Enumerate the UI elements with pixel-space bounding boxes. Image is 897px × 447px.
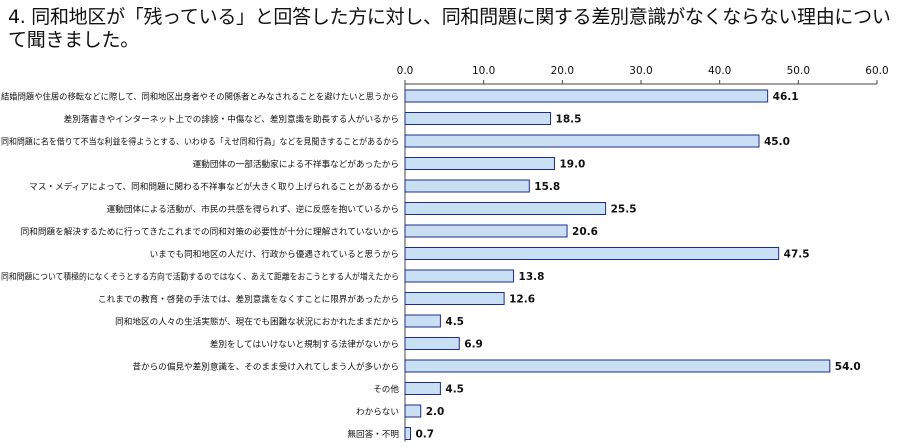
x-tick-label: 40.0 (708, 65, 731, 77)
category-label: いまでも同和地区の人だけ、行政から優遇されていると思うから (150, 248, 399, 260)
bar (404, 89, 769, 103)
bar (404, 247, 780, 260)
value-label: 15.8 (534, 181, 560, 193)
value-label: 12.6 (509, 294, 535, 306)
bar (404, 179, 530, 193)
value-label: 18.5 (556, 114, 582, 126)
x-tick-label: 60.0 (865, 65, 888, 77)
value-label: 13.8 (519, 271, 545, 283)
bar (404, 382, 441, 395)
category-label: 同和問題を解決するために行ってきたこれまでの同和対策の必要性が十分に理解されてい… (21, 226, 399, 238)
category-label: 無回答・不明 (347, 428, 399, 440)
category-label: 運動団体の一部活動家による不祥事などがあったから (193, 158, 399, 170)
category-label: その他 (373, 383, 399, 395)
bar (404, 269, 515, 283)
category-label: 同和問題に名を借りて不当な利益を得ようとする、いわゆる「えせ同和行為」などを見聞… (1, 136, 399, 148)
bar (404, 157, 555, 170)
page-title: 4. 同和地区が「残っている」と回答した方に対し、同和問題に関する差別意識がなく… (8, 6, 891, 51)
x-tick-label: 20.0 (551, 65, 574, 77)
category-label: 同和問題について積極的になくそうとする方向で活動するのではなく、あえて距離をおこ… (1, 271, 399, 283)
bar (404, 337, 460, 350)
value-label: 19.0 (559, 159, 585, 171)
bar (404, 404, 422, 418)
category-label: 運動団体による活動が、市民の共感を得られず、逆に反感を抱いているから (107, 203, 399, 215)
value-label: 45.0 (764, 136, 790, 148)
category-label: これまでの教育・啓発の手法では、差別意識をなくすことに限界があったから (98, 293, 399, 305)
bar (404, 292, 505, 305)
category-label: 昔からの偏見や差別意識を、そのまま受け入れてしまう人が多いから (132, 361, 399, 373)
value-label: 20.6 (572, 226, 598, 238)
bar (404, 202, 607, 215)
x-tick-label: 30.0 (629, 65, 652, 77)
value-label: 25.5 (611, 204, 637, 216)
bar (404, 314, 441, 328)
value-label: 4.5 (445, 384, 464, 396)
value-label: 54.0 (835, 361, 861, 373)
category-label: 同和地区の人々の生活実態が、現在でも困難な状況におかれたままだから (115, 316, 399, 328)
value-label: 4.5 (445, 316, 464, 328)
category-label: マス・メディアによって、同和問題に関わる不祥事などが大きく取り上げられることがあ… (29, 181, 399, 193)
bar (404, 112, 552, 125)
category-label: 差別をしてはいけないと規制する法律がないから (210, 338, 399, 350)
value-label: 47.5 (784, 249, 810, 261)
value-label: 46.1 (773, 91, 799, 103)
category-label: わからない (356, 407, 399, 418)
bar (404, 224, 568, 238)
x-tick-label: 50.0 (787, 65, 810, 77)
x-tick-label: 0.0 (397, 65, 414, 77)
x-tick-label: 10.0 (472, 65, 495, 77)
category-label: 差別落書きやインターネット上での誹謗・中傷など、差別意識を助長する人がいるから (64, 113, 399, 125)
category-label: 結婚問題や住居の移転などに際して、同和地区出身者やその関係者とみなされることを避… (1, 91, 399, 103)
value-label: 2.0 (426, 406, 445, 418)
bar (404, 359, 831, 373)
value-label: 0.7 (416, 429, 435, 441)
bar (404, 427, 412, 440)
value-label: 6.9 (464, 339, 483, 351)
bar (404, 134, 760, 148)
